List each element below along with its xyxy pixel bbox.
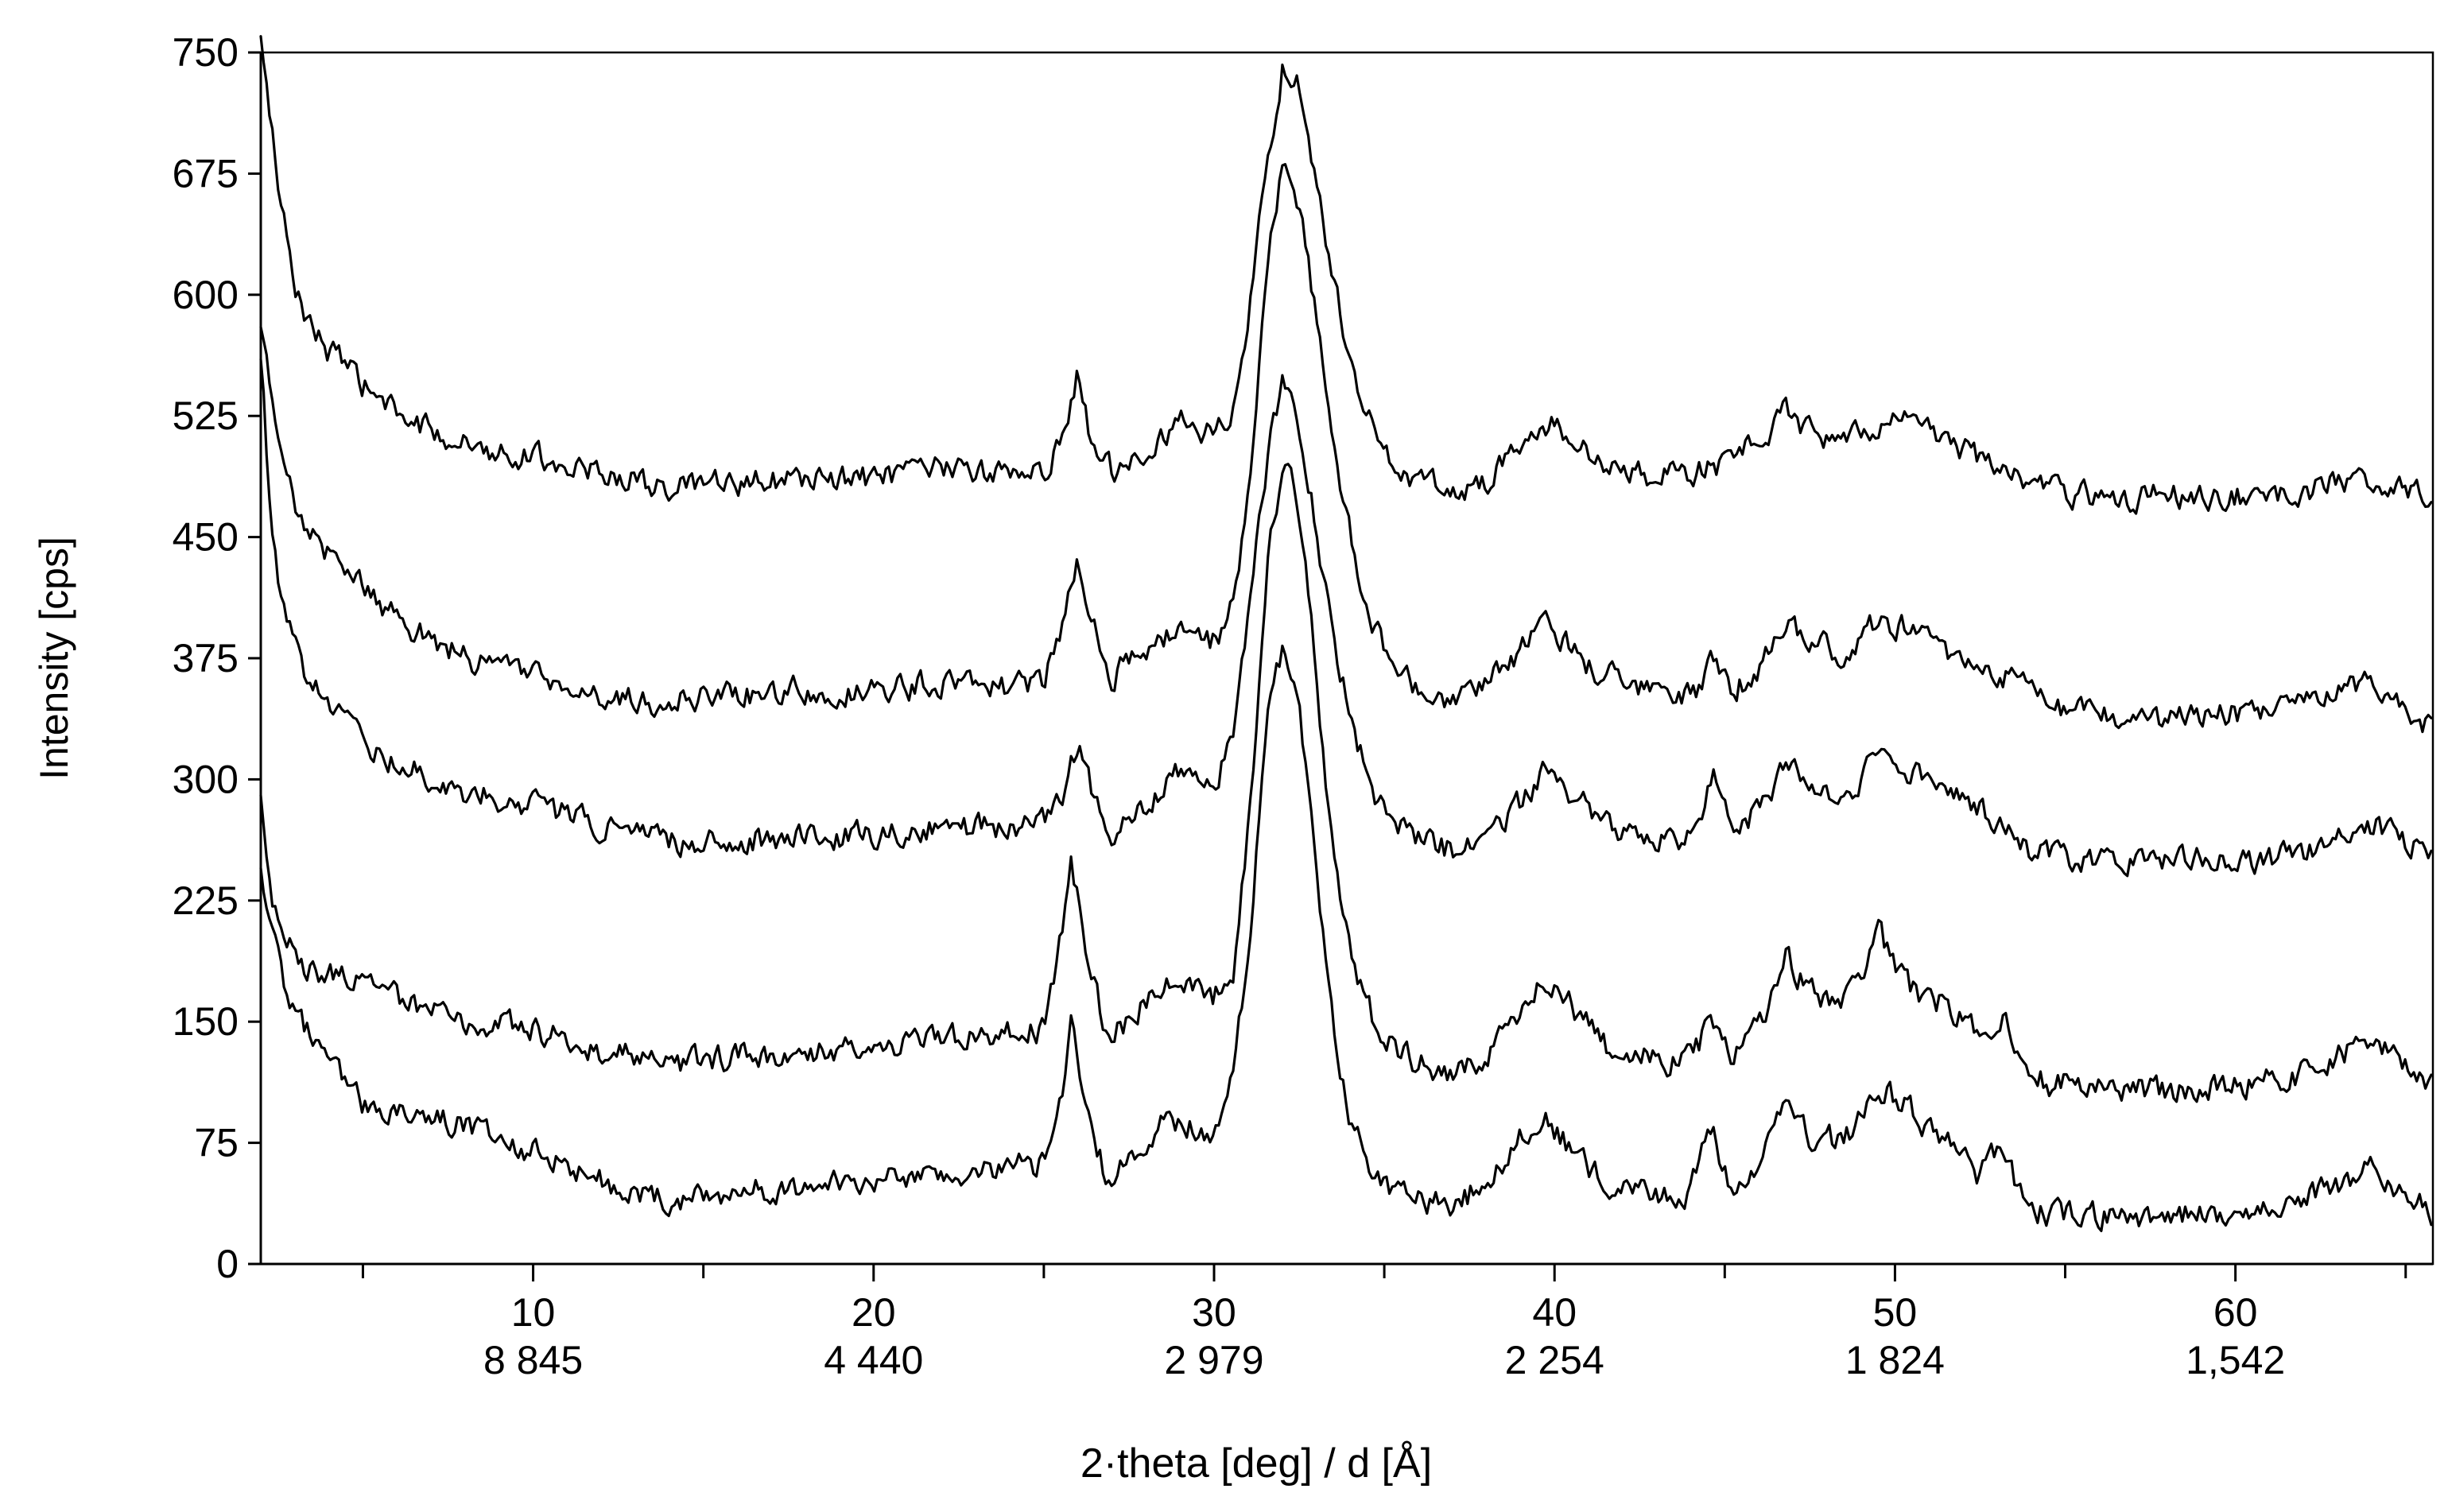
y-tick-label: 600	[173, 273, 239, 317]
x-tick-d-label: 1 824	[1845, 1338, 1945, 1382]
x-tick-label: 40	[1532, 1290, 1577, 1335]
y-tick-label: 0	[216, 1242, 239, 1286]
diffraction-trace-3	[259, 358, 2433, 878]
x-tick-label: 50	[1873, 1290, 1918, 1335]
y-axis-label: Intensity [cps]	[32, 537, 76, 780]
x-tick-label: 60	[2213, 1290, 2258, 1335]
x-tick-d-label: 4 440	[824, 1338, 923, 1382]
y-tick-label: 750	[173, 30, 239, 75]
y-tick-label: 300	[173, 757, 239, 801]
diffraction-trace-5	[259, 644, 2433, 1232]
plot-frame	[259, 51, 2434, 1266]
y-tick-label: 225	[173, 878, 239, 923]
traces	[259, 35, 2433, 1232]
x-tick-label: 20	[852, 1290, 896, 1335]
y-tick-label: 450	[173, 515, 239, 560]
y-tick-label: 525	[173, 394, 239, 438]
x-tick-d-label: 1,542	[2186, 1338, 2285, 1382]
x-tick-d-label: 2 254	[1505, 1338, 1604, 1382]
diffraction-trace-2	[259, 163, 2433, 734]
x-tick-label: 10	[511, 1290, 556, 1335]
y-tick-label: 150	[173, 999, 239, 1044]
diffraction-trace-4	[259, 463, 2433, 1103]
y-ticks: 0 75 150 225 300 375 450 525 600 675 750	[173, 30, 261, 1286]
x-tick-label: 30	[1192, 1290, 1236, 1335]
x-tick-d-label: 2 979	[1164, 1338, 1263, 1382]
y-tick-label: 675	[173, 151, 239, 196]
y-tick-label: 375	[173, 636, 239, 680]
x-axis-label: 2·theta [deg] / d [Å]	[1080, 1440, 1432, 1487]
y-tick-label: 75	[194, 1121, 239, 1165]
x-ticks: 108 845 204 440 302 979 402 254 501 824 601,5…	[361, 1264, 2407, 1382]
x-tick-d-label: 8 845	[483, 1338, 583, 1382]
diffraction-trace-1	[259, 35, 2433, 515]
